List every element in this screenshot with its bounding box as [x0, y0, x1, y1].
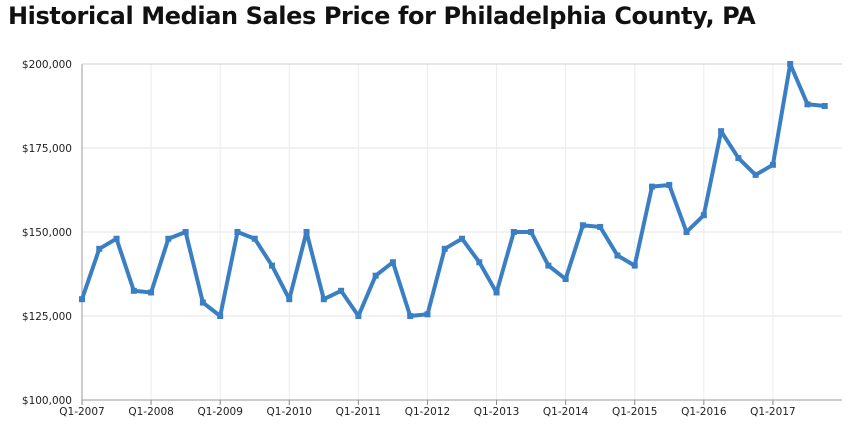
data-point [804, 101, 811, 108]
data-point [286, 296, 293, 303]
x-tick-label: Q1-2010 [267, 406, 312, 418]
x-tick-label: Q1-2013 [474, 406, 519, 418]
data-point [510, 229, 517, 235]
data-point [821, 103, 828, 109]
data-point [545, 262, 552, 269]
data-point [631, 262, 638, 269]
data-point [96, 245, 103, 252]
x-tick-label: Q1-2008 [128, 406, 173, 418]
x-tick-label: Q1-2011 [336, 406, 381, 418]
data-point [320, 296, 327, 303]
data-point [562, 276, 569, 283]
y-tick-label: $100,000 [22, 395, 72, 407]
data-point [217, 313, 224, 319]
x-tick-label: Q1-2012 [405, 406, 450, 418]
data-point [769, 161, 776, 168]
data-point [234, 229, 241, 235]
data-point [441, 245, 448, 252]
chart-title: Historical Median Sales Price for Philad… [8, 2, 756, 30]
x-tick-label: Q1-2014 [543, 406, 589, 418]
data-point [683, 229, 690, 235]
data-point [459, 235, 465, 242]
data-point [130, 287, 137, 294]
x-tick-label: Q1-2015 [612, 406, 657, 418]
data-point [355, 313, 362, 319]
data-point [649, 183, 655, 190]
data-point [493, 289, 500, 296]
data-point [148, 289, 155, 296]
y-tick-label: $200,000 [22, 59, 72, 71]
data-point [666, 181, 673, 188]
data-point [735, 155, 742, 162]
data-point [251, 235, 258, 242]
data-point [579, 222, 586, 229]
data-point [476, 259, 483, 266]
data-point [528, 229, 535, 235]
data-point [787, 61, 794, 67]
data-point [199, 299, 206, 306]
x-tick-label: Q1-2016 [681, 406, 727, 418]
data-point [718, 128, 725, 135]
data-point [389, 259, 396, 266]
data-point [752, 171, 759, 178]
data-point [597, 223, 604, 230]
data-point [614, 252, 621, 259]
data-point [269, 262, 275, 269]
data-point [303, 229, 310, 235]
y-tick-label: $125,000 [22, 311, 72, 323]
x-tick-label: Q1-2007 [59, 406, 104, 418]
data-point [165, 235, 172, 242]
data-point [113, 235, 120, 242]
data-point [79, 296, 85, 303]
data-point [182, 229, 189, 235]
data-point [424, 311, 431, 318]
data-point [372, 272, 379, 279]
x-tick-label: Q1-2017 [750, 406, 795, 418]
data-point [700, 212, 707, 219]
y-tick-label: $150,000 [22, 227, 72, 239]
y-tick-label: $175,000 [22, 143, 72, 155]
data-point [407, 313, 414, 319]
x-tick-label: Q1-2009 [197, 406, 242, 418]
data-point [338, 287, 345, 294]
